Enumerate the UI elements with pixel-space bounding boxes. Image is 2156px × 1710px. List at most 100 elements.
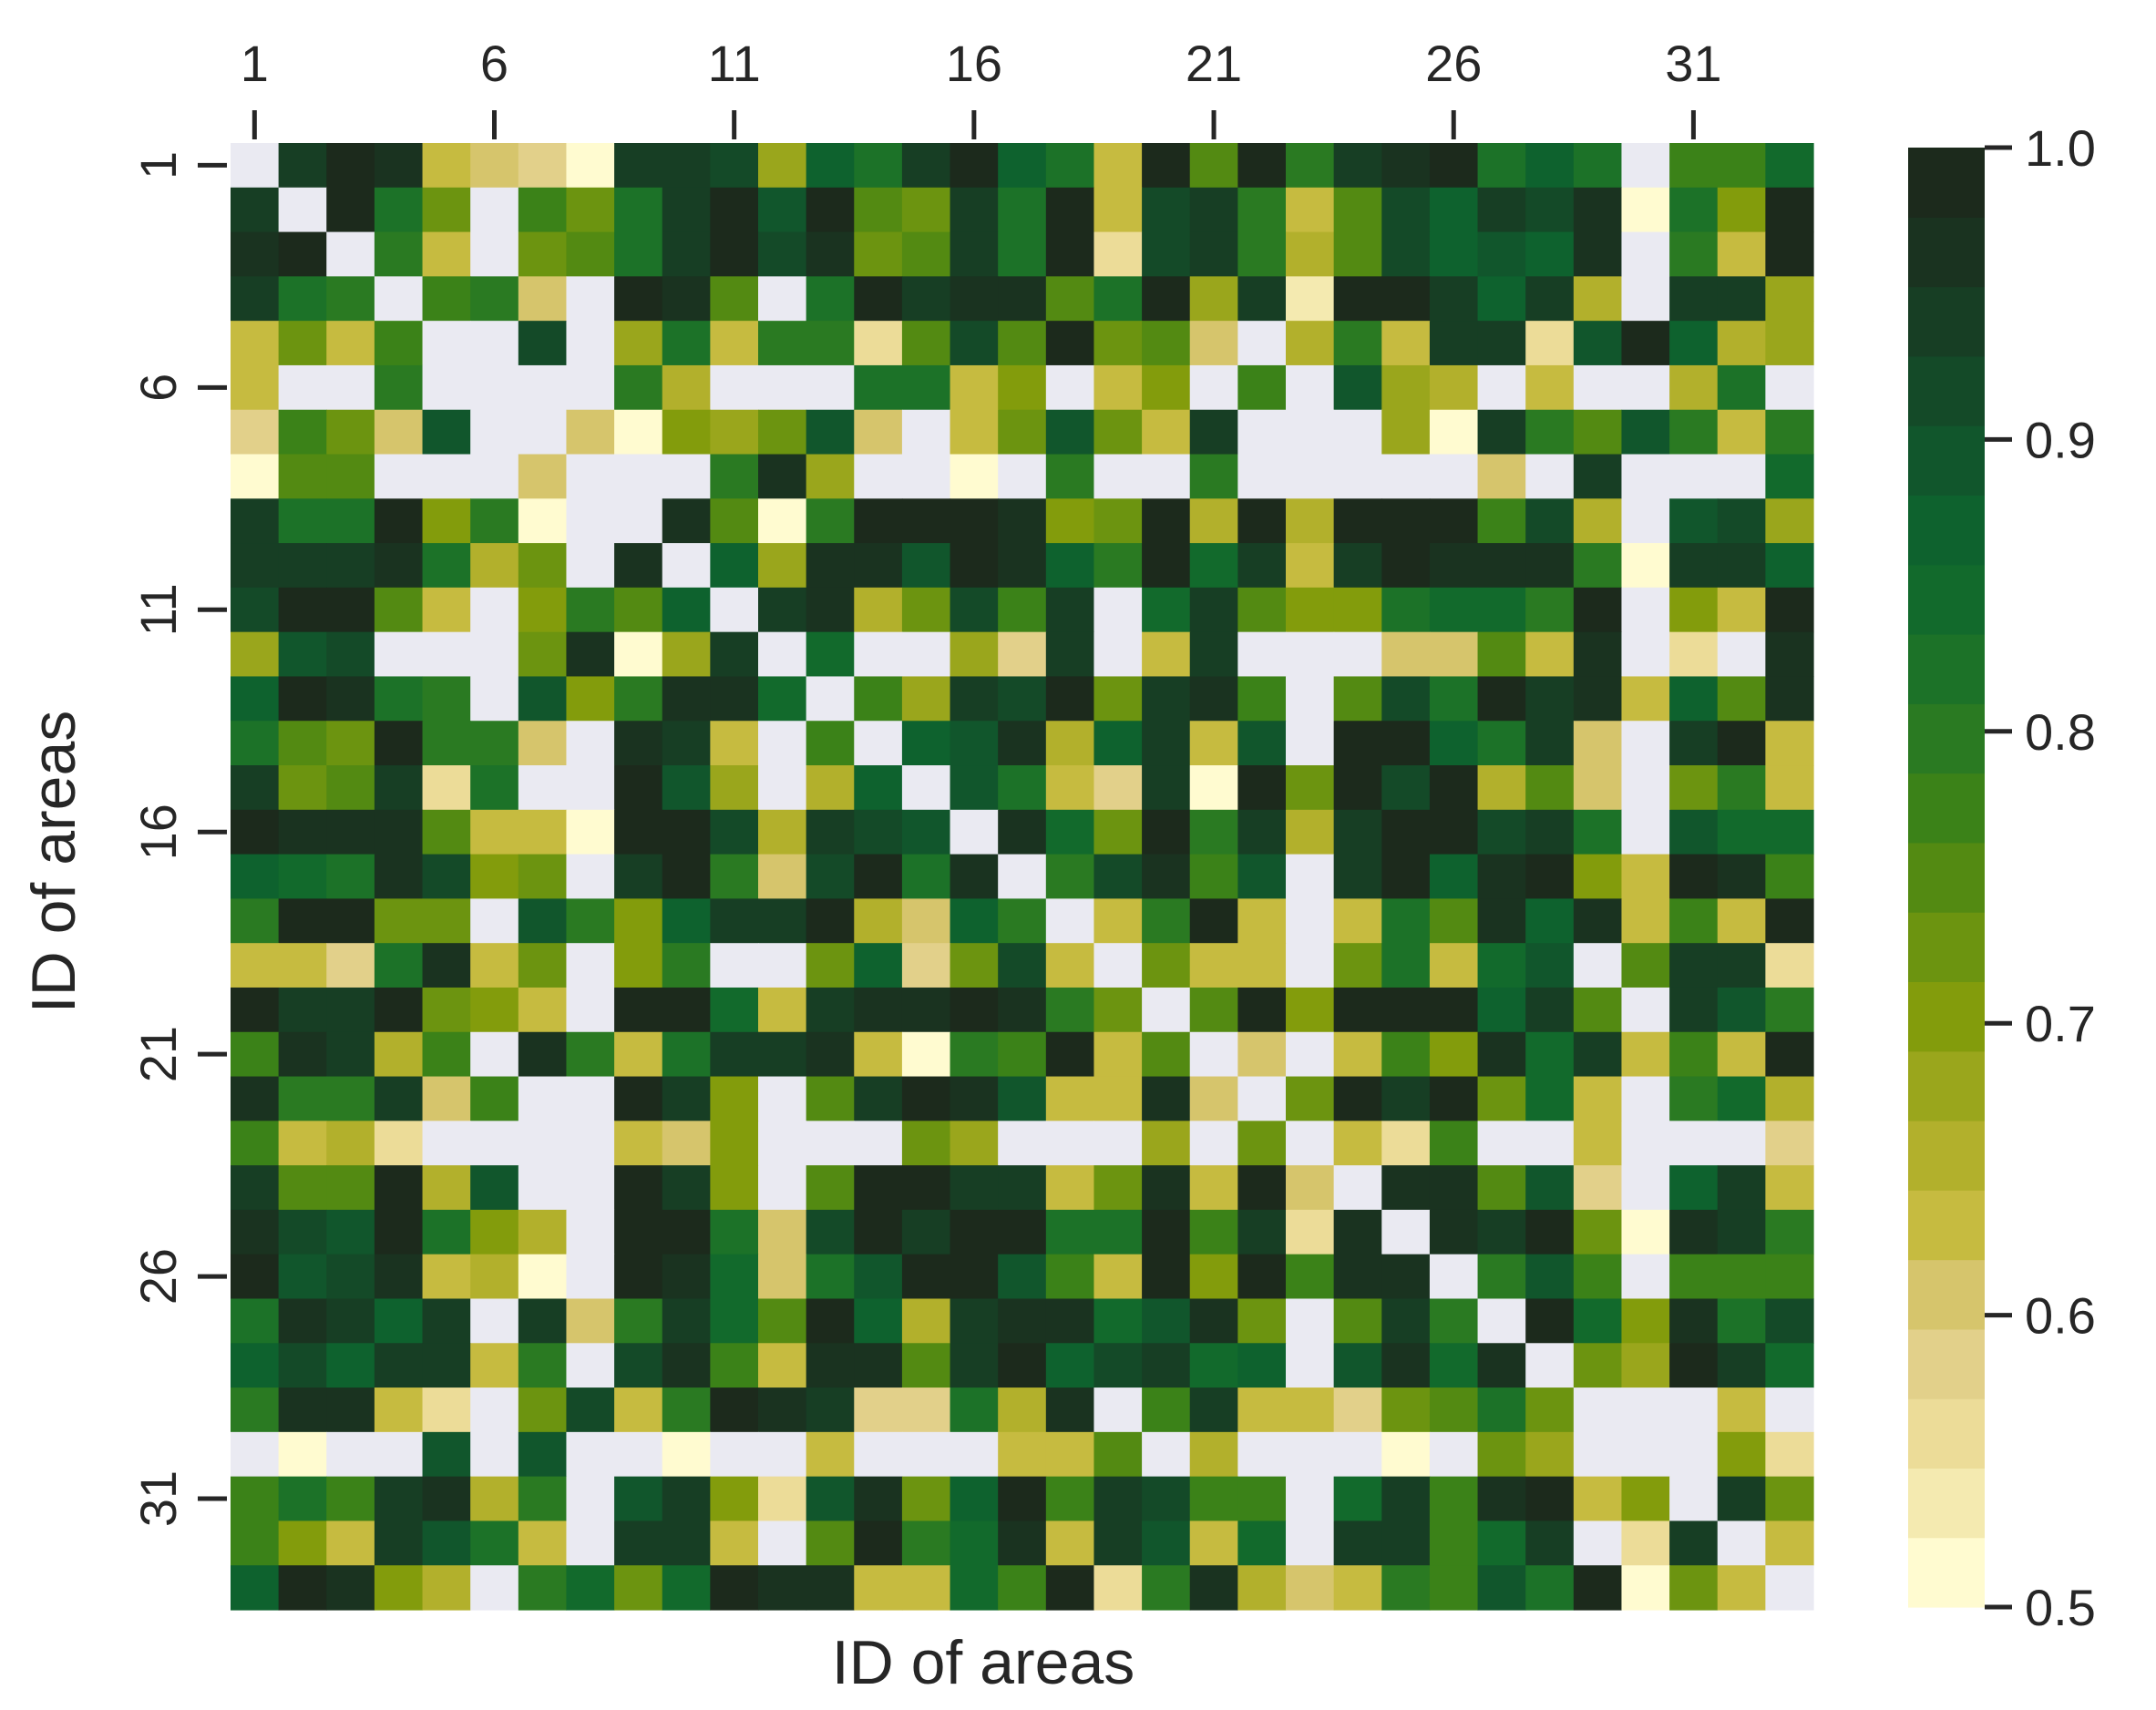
heatmap-cell	[614, 587, 663, 633]
heatmap-cell	[1525, 1298, 1575, 1344]
heatmap-cell	[758, 1298, 807, 1344]
heatmap-cell	[470, 1343, 519, 1388]
heatmap-cell	[854, 231, 903, 277]
heatmap-cell	[374, 631, 424, 678]
heatmap-cell	[1142, 1431, 1191, 1478]
heatmap-cell	[998, 1031, 1047, 1078]
heatmap-cell	[950, 321, 999, 366]
heatmap-cell	[1237, 1254, 1287, 1300]
heatmap-cell	[614, 1387, 663, 1433]
heatmap-cell	[1621, 721, 1670, 766]
heatmap-cell	[614, 1121, 663, 1166]
heatmap-cell	[566, 1254, 615, 1300]
heatmap-cell	[854, 1165, 903, 1211]
heatmap-cell	[1765, 143, 1814, 189]
heatmap-cell	[1286, 498, 1335, 544]
heatmap-cell	[278, 1254, 327, 1300]
heatmap-cell	[422, 1165, 471, 1211]
heatmap-cell	[1093, 498, 1143, 544]
y-tick-label: 6	[129, 374, 187, 402]
heatmap-cell	[374, 276, 424, 322]
heatmap-cell	[1093, 1476, 1143, 1522]
heatmap-cell	[950, 943, 999, 988]
heatmap-cell	[1477, 1476, 1526, 1522]
heatmap-cell	[1142, 587, 1191, 633]
heatmap-cell	[518, 276, 568, 322]
heatmap-cell	[1045, 409, 1095, 456]
heatmap-cell	[1045, 987, 1095, 1033]
heatmap-cell	[806, 1431, 855, 1478]
heatmap-cell	[422, 1343, 471, 1388]
heatmap-cell	[1621, 1254, 1670, 1300]
heatmap-cell	[998, 631, 1047, 678]
heatmap-cell	[1525, 587, 1575, 633]
heatmap-cell	[662, 231, 711, 277]
heatmap-cell	[710, 809, 759, 855]
heatmap-cell	[710, 1476, 759, 1522]
heatmap-cell	[518, 1431, 568, 1478]
heatmap-cell	[1142, 1165, 1191, 1211]
heatmap-cell	[1189, 498, 1238, 544]
heatmap-cell	[1525, 721, 1575, 766]
heatmap-cell	[1093, 987, 1143, 1033]
heatmap-cell	[1189, 587, 1238, 633]
heatmap-cell	[901, 364, 951, 411]
heatmap-cell	[710, 454, 759, 499]
heatmap-cell	[470, 1521, 519, 1566]
heatmap-cell	[806, 809, 855, 855]
heatmap-cell	[470, 1076, 519, 1121]
heatmap-cell	[854, 676, 903, 722]
heatmap-cell	[662, 143, 711, 189]
heatmap-cell	[806, 1565, 855, 1611]
heatmap-cell	[710, 1298, 759, 1344]
heatmap-cell	[1045, 187, 1095, 233]
heatmap-cell	[1045, 676, 1095, 722]
heatmap-cell	[326, 187, 375, 233]
heatmap-cell	[614, 543, 663, 589]
heatmap-cell	[806, 1343, 855, 1388]
heatmap-cell	[614, 364, 663, 411]
heatmap-cell	[662, 765, 711, 811]
heatmap-cell	[901, 1209, 951, 1255]
heatmap-cell	[1717, 943, 1766, 988]
heatmap-cell	[1717, 543, 1766, 589]
heatmap-cell	[1765, 1298, 1814, 1344]
heatmap-cell	[1717, 1298, 1766, 1344]
colorbar-swatch	[1908, 1398, 1985, 1469]
heatmap-cell	[1477, 676, 1526, 722]
heatmap-cell	[1669, 543, 1719, 589]
heatmap-cell	[1525, 854, 1575, 899]
heatmap-cell	[854, 498, 903, 544]
heatmap-cell	[470, 143, 519, 189]
heatmap-cell	[1525, 943, 1575, 988]
heatmap-cell	[1093, 231, 1143, 277]
heatmap-cell	[566, 276, 615, 322]
heatmap-cell	[854, 1076, 903, 1121]
heatmap-cell	[1717, 1165, 1766, 1211]
heatmap-cell	[1286, 1121, 1335, 1166]
heatmap-cell	[278, 143, 327, 189]
heatmap-cell	[950, 498, 999, 544]
heatmap-cell	[374, 943, 424, 988]
heatmap-cell	[950, 454, 999, 499]
heatmap-cell	[422, 231, 471, 277]
heatmap-cell	[806, 898, 855, 944]
heatmap-cell	[518, 721, 568, 766]
colorbar-tick-label: 0.7	[2025, 995, 2096, 1052]
heatmap-cell	[1429, 854, 1479, 899]
heatmap-cell	[374, 987, 424, 1033]
heatmap-cell	[758, 1431, 807, 1478]
heatmap-cell	[1237, 187, 1287, 233]
heatmap-cell	[1093, 1298, 1143, 1344]
heatmap-cell	[231, 364, 280, 411]
heatmap-cell	[950, 1387, 999, 1433]
heatmap-cell	[1333, 231, 1382, 277]
heatmap-cell	[422, 809, 471, 855]
heatmap-cell	[470, 1121, 519, 1166]
heatmap-cell	[231, 1476, 280, 1522]
heatmap-cell	[1621, 1387, 1670, 1433]
heatmap-cell	[1237, 1031, 1287, 1078]
heatmap-cell	[998, 543, 1047, 589]
heatmap-cell	[1765, 809, 1814, 855]
heatmap-cell	[374, 1387, 424, 1433]
